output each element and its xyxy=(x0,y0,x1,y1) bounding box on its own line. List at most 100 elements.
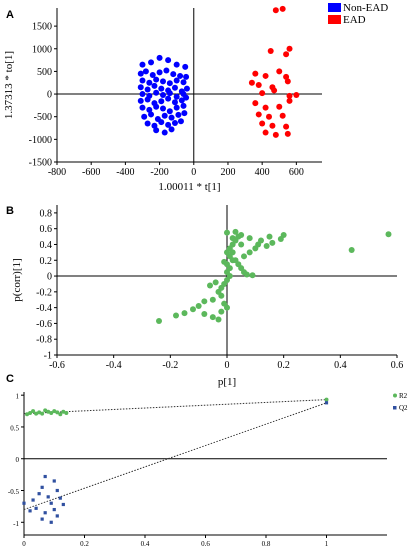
x-tick-label: -0.4 xyxy=(106,360,122,371)
data-point-Non-EAD xyxy=(144,96,151,103)
data-point-Non-EAD xyxy=(142,68,149,75)
data-point-Non-EAD xyxy=(160,78,166,85)
data-point-EAD xyxy=(252,70,259,77)
x-tick-label: 400 xyxy=(255,167,270,178)
data-point-Q2 xyxy=(324,401,329,405)
data-point-series0 xyxy=(238,232,245,238)
data-point-series0 xyxy=(190,306,196,313)
y-tick-label: -0.2 xyxy=(36,287,52,298)
data-point-series0 xyxy=(218,292,225,299)
legend-swatch-Q2 xyxy=(393,406,397,410)
data-point-Non-EAD xyxy=(171,120,178,127)
y-tick-label: 1000 xyxy=(32,44,52,55)
data-point-series0 xyxy=(215,316,222,323)
data-point-series0 xyxy=(156,318,162,325)
data-point-R2 xyxy=(34,411,39,416)
data-point-EAD xyxy=(272,131,279,138)
data-point-Non-EAD xyxy=(183,73,190,80)
data-point-EAD xyxy=(284,78,291,85)
regression-line-R2 xyxy=(23,399,327,415)
data-point-Non-EAD xyxy=(141,113,148,120)
legend-label-EAD: EAD xyxy=(343,14,366,26)
data-point-Non-EAD xyxy=(165,57,172,64)
data-point-series0 xyxy=(201,298,208,305)
data-point-Q2 xyxy=(22,501,26,505)
y-tick-label: 500 xyxy=(37,67,52,78)
x-tick-label: 0.6 xyxy=(201,540,210,548)
x-tick-label: 0.4 xyxy=(141,540,150,548)
y-tick-label: -1500 xyxy=(29,158,52,169)
data-point-Non-EAD xyxy=(158,119,165,126)
data-point-EAD xyxy=(272,7,279,14)
data-point-series0 xyxy=(243,271,250,278)
x-tick-label: 200 xyxy=(220,167,235,178)
data-point-Q2 xyxy=(40,517,44,521)
data-point-series0 xyxy=(229,249,236,256)
data-point-Non-EAD xyxy=(146,79,153,86)
panel-letter-A: A xyxy=(6,9,14,21)
y-axis-title: 1.37313 * to[1] xyxy=(3,51,15,119)
data-point-Non-EAD xyxy=(149,72,156,79)
data-point-Non-EAD xyxy=(148,59,155,66)
data-point-Non-EAD xyxy=(183,85,190,92)
y-tick-label: 0.5 xyxy=(10,424,19,432)
data-point-EAD xyxy=(283,51,290,58)
x-tick-label: 0.2 xyxy=(277,360,290,371)
data-point-Non-EAD xyxy=(148,111,155,118)
legend-label-Q2: Q2 xyxy=(399,404,408,412)
panel-letter-C: C xyxy=(6,373,14,385)
data-point-series0 xyxy=(209,296,216,303)
data-point-Non-EAD xyxy=(139,77,146,84)
y-tick-label: 0.8 xyxy=(40,208,53,219)
data-point-Non-EAD xyxy=(137,97,144,104)
data-point-Non-EAD xyxy=(166,108,173,115)
data-point-Non-EAD xyxy=(151,122,158,129)
data-point-series0 xyxy=(201,310,208,317)
data-point-series0 xyxy=(269,239,276,246)
y-tick-label: 1 xyxy=(16,393,20,401)
x-tick-label: -400 xyxy=(116,167,134,178)
data-point-series0 xyxy=(207,282,213,289)
data-point-Non-EAD xyxy=(161,112,168,119)
data-point-series0 xyxy=(385,231,392,238)
y-tick-label: 1500 xyxy=(32,22,52,33)
data-point-Q2 xyxy=(43,511,47,515)
data-point-series0 xyxy=(238,241,245,248)
data-point-Non-EAD xyxy=(183,94,190,101)
x-tick-label: 0.8 xyxy=(262,540,271,548)
data-point-Non-EAD xyxy=(163,67,170,74)
data-point-Q2 xyxy=(58,496,62,500)
y-tick-label: -0.4 xyxy=(36,303,52,314)
legend-swatch-EAD xyxy=(328,15,341,24)
data-point-EAD xyxy=(269,122,276,129)
regression-line-Q2 xyxy=(23,402,327,511)
y-tick-label: -0.5 xyxy=(8,488,20,496)
data-point-R2 xyxy=(61,409,66,414)
data-point-series0 xyxy=(218,308,225,315)
data-point-Non-EAD xyxy=(144,86,151,93)
data-point-Non-EAD xyxy=(161,129,168,136)
x-tick-label: 0.4 xyxy=(334,360,347,371)
data-point-series0 xyxy=(246,235,253,242)
y-tick-label: -1 xyxy=(13,520,19,528)
x-tick-label: -0.6 xyxy=(49,360,65,371)
y-tick-label: 0 xyxy=(47,272,52,283)
data-point-Non-EAD xyxy=(156,69,163,76)
data-point-Non-EAD xyxy=(168,114,175,121)
data-point-EAD xyxy=(279,112,286,119)
y-tick-label: -0.8 xyxy=(36,335,52,346)
data-point-Non-EAD xyxy=(171,99,178,106)
legend-label-R2: R2 xyxy=(399,392,408,400)
data-point-Non-EAD xyxy=(160,91,166,98)
data-point-Q2 xyxy=(52,479,56,483)
data-point-Non-EAD xyxy=(137,70,144,77)
data-point-Non-EAD xyxy=(165,95,172,102)
x-tick-label: 600 xyxy=(289,167,304,178)
data-point-EAD xyxy=(259,90,266,97)
data-point-Non-EAD xyxy=(151,82,158,89)
data-point-EAD xyxy=(276,103,283,110)
data-point-EAD xyxy=(262,72,269,79)
data-point-Non-EAD xyxy=(160,105,166,112)
data-point-Non-EAD xyxy=(137,84,144,91)
data-point-EAD xyxy=(286,92,293,99)
